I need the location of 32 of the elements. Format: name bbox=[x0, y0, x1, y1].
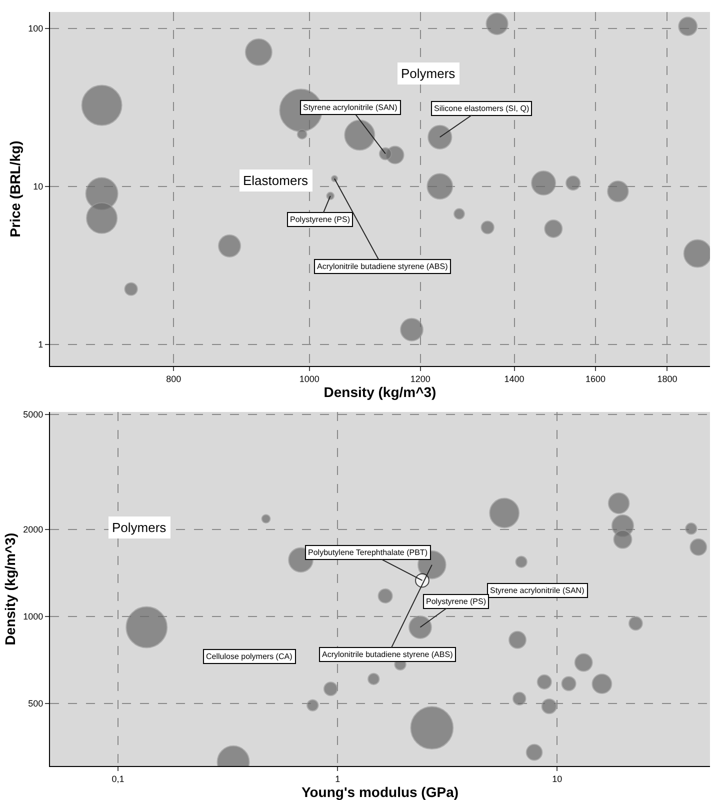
y-axis-title: Price (BRL/kg) bbox=[6, 140, 23, 238]
annotation: Polymers bbox=[401, 66, 456, 81]
x-tick-label: 1000 bbox=[299, 374, 320, 384]
annotation: Acrylonitrile butadiene styrene (ABS) bbox=[317, 262, 448, 271]
y-tick-label: 5000 bbox=[23, 410, 44, 420]
x-tick-label: 10 bbox=[552, 774, 562, 784]
x-tick-label: 800 bbox=[166, 374, 182, 384]
annotation: Styrene acrylonitrile (SAN) bbox=[303, 103, 398, 112]
x-tick-label: 1 bbox=[335, 774, 340, 784]
y-tick-label: 10 bbox=[33, 182, 44, 192]
y-tick-label: 2000 bbox=[23, 524, 44, 535]
x-tick-label: 1400 bbox=[504, 374, 524, 384]
annotation: Polymers bbox=[112, 520, 167, 535]
annotation: Cellulose polymers (CA) bbox=[206, 652, 293, 661]
annotation: Acrylonitrile butadiene styrene (ABS) bbox=[322, 650, 454, 659]
annotation: Polybutylene Terephthalate (PBT) bbox=[308, 548, 428, 557]
x-axis-title: Young's modulus (GPa) bbox=[301, 784, 459, 800]
x-tick-label: 1800 bbox=[657, 374, 678, 384]
y-tick-label: 100 bbox=[28, 24, 44, 34]
annotation: Polystyrene (PS) bbox=[290, 215, 350, 224]
x-tick-label: 1200 bbox=[410, 374, 430, 384]
annotation: Styrene acrylonitrile (SAN) bbox=[490, 586, 585, 595]
annotation: Silicone elastomers (SI, Q) bbox=[434, 104, 530, 113]
x-tick-label: 0,1 bbox=[112, 774, 124, 784]
x-tick-label: 1600 bbox=[586, 374, 606, 384]
x-axis-title: Density (kg/m^3) bbox=[324, 384, 436, 400]
annotation: Elastomers bbox=[243, 173, 309, 188]
y-tick-label: 1000 bbox=[23, 612, 44, 622]
y-axis-title: Density (kg/m^3) bbox=[2, 532, 18, 646]
y-tick-label: 1 bbox=[38, 340, 44, 350]
y-tick-label: 500 bbox=[28, 698, 44, 709]
annotation: Polystyrene (PS) bbox=[426, 597, 486, 606]
